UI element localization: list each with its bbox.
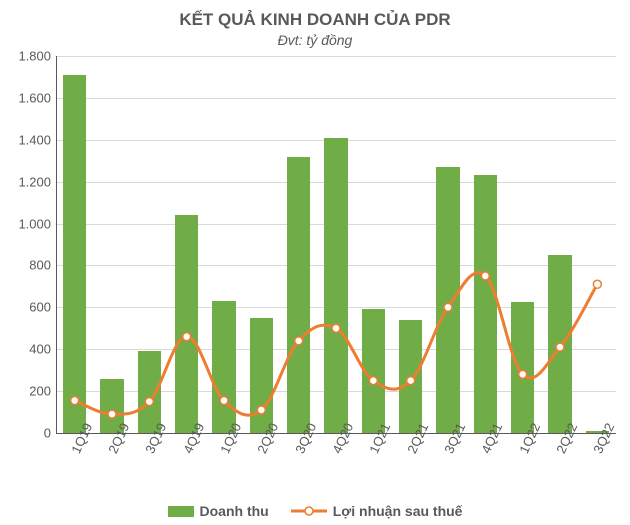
bar bbox=[436, 167, 459, 433]
bar bbox=[548, 255, 571, 433]
chart-container: KẾT QUẢ KINH DOANH CỦA PDR Đvt: tỷ đồng … bbox=[0, 0, 630, 525]
chart-title: KẾT QUẢ KINH DOANH CỦA PDR bbox=[10, 10, 620, 30]
x-axis-labels: 1Q192Q193Q194Q191Q202Q203Q204Q201Q212Q21… bbox=[56, 435, 616, 483]
y-tick-label: 1.400 bbox=[18, 132, 57, 147]
y-tick-label: 1.000 bbox=[18, 216, 57, 231]
legend-item-profit: Lợi nhuận sau thuế bbox=[291, 503, 463, 519]
y-tick-label: 400 bbox=[29, 342, 57, 357]
y-tick-label: 1.800 bbox=[18, 49, 57, 64]
y-tick-label: 800 bbox=[29, 258, 57, 273]
bar bbox=[324, 138, 347, 433]
bar bbox=[250, 318, 273, 433]
legend-swatch-bar bbox=[168, 506, 194, 517]
bar bbox=[399, 320, 422, 433]
chart-subtitle: Đvt: tỷ đồng bbox=[10, 32, 620, 48]
legend-label-profit: Lợi nhuận sau thuế bbox=[333, 503, 463, 519]
legend: Doanh thu Lợi nhuận sau thuế bbox=[0, 503, 630, 519]
bar-layer bbox=[56, 56, 616, 433]
bar bbox=[175, 215, 198, 433]
y-tick-label: 1.200 bbox=[18, 174, 57, 189]
bar bbox=[362, 309, 385, 433]
plot-area: 02004006008001.0001.2001.4001.6001.800 bbox=[56, 56, 616, 433]
bar bbox=[287, 157, 310, 433]
bar bbox=[511, 302, 534, 433]
legend-item-revenue: Doanh thu bbox=[168, 503, 269, 519]
y-tick-label: 600 bbox=[29, 300, 57, 315]
bar bbox=[63, 75, 86, 433]
bar bbox=[474, 175, 497, 433]
y-tick-label: 1.600 bbox=[18, 90, 57, 105]
bar bbox=[212, 301, 235, 433]
y-tick-label: 0 bbox=[44, 426, 57, 441]
y-tick-label: 200 bbox=[29, 384, 57, 399]
legend-swatch-line bbox=[291, 504, 327, 518]
legend-label-revenue: Doanh thu bbox=[200, 503, 269, 519]
